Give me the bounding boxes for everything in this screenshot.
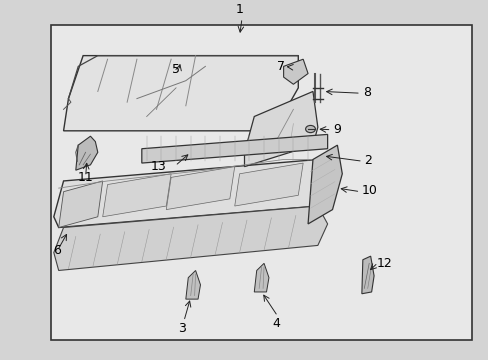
Polygon shape [142, 134, 327, 163]
Text: 10: 10 [361, 184, 377, 198]
Text: 13: 13 [150, 160, 166, 173]
Polygon shape [361, 256, 373, 294]
Text: 12: 12 [376, 257, 391, 270]
Polygon shape [283, 59, 307, 84]
Polygon shape [102, 174, 171, 217]
Text: 11: 11 [77, 171, 93, 184]
Polygon shape [234, 163, 303, 206]
Text: 5: 5 [172, 63, 180, 76]
Polygon shape [59, 181, 102, 228]
Polygon shape [185, 270, 200, 299]
Text: 9: 9 [333, 122, 341, 135]
Text: 6: 6 [53, 244, 61, 257]
Text: 1: 1 [235, 3, 243, 16]
Polygon shape [54, 206, 327, 270]
Polygon shape [307, 145, 342, 224]
Polygon shape [166, 167, 234, 210]
Text: 8: 8 [362, 86, 370, 99]
Polygon shape [76, 136, 98, 170]
Text: 7: 7 [276, 60, 284, 73]
Text: 4: 4 [272, 317, 280, 330]
Bar [51, 25, 471, 340]
Polygon shape [54, 159, 327, 228]
Polygon shape [63, 56, 298, 131]
Polygon shape [244, 91, 317, 167]
Text: 3: 3 [178, 323, 186, 336]
Polygon shape [254, 263, 268, 292]
Circle shape [305, 125, 315, 132]
Text: 2: 2 [364, 154, 371, 167]
